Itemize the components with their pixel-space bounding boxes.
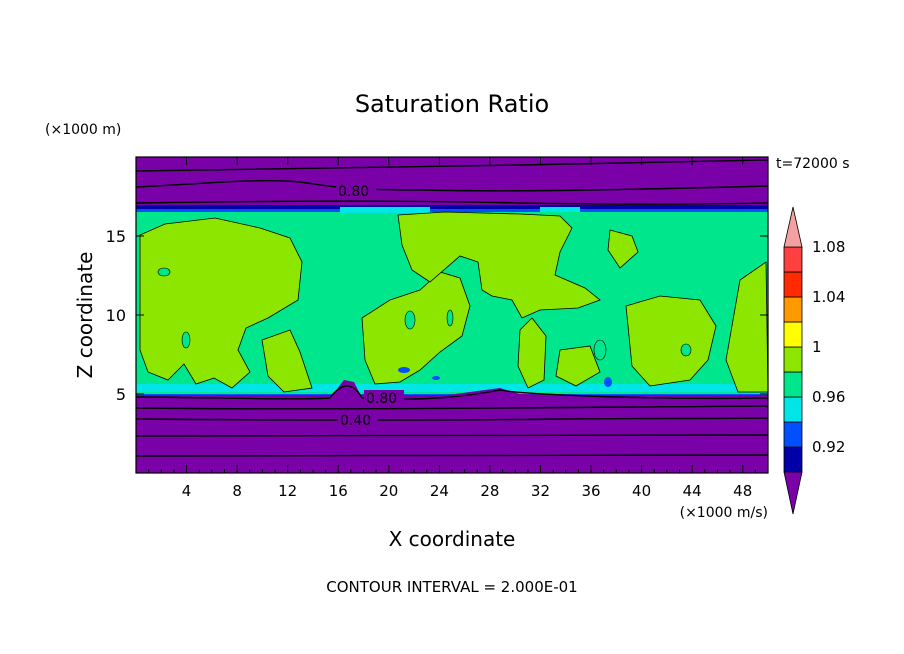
x-axis: 4 8 12 16 20 24 28 32 36 40 44 48 xyxy=(148,157,756,500)
patch-centre-top xyxy=(397,211,601,319)
x-tick-label: 16 xyxy=(329,482,348,500)
colorbar-segment xyxy=(783,346,803,373)
x-tick-label: 24 xyxy=(430,482,449,500)
colorbar-label: 1.04 xyxy=(812,288,845,306)
y-axis-label: Z coordinate xyxy=(73,252,97,379)
colorbar-segment xyxy=(783,296,803,323)
hole-1 xyxy=(157,267,171,277)
contour-label-2: 0.80 xyxy=(366,391,397,407)
contour-label-1: 0.80 xyxy=(338,184,369,200)
colorbar-segment xyxy=(783,321,803,348)
colorbar-label: 1.08 xyxy=(812,238,845,256)
contour-lower-040 xyxy=(136,417,768,421)
hole-3 xyxy=(404,310,416,330)
colorbar-segment xyxy=(783,446,803,473)
patch-left-2 xyxy=(261,329,313,393)
colorbar-segment xyxy=(783,271,803,298)
x-tick-label: 44 xyxy=(683,482,702,500)
contour-lower-3 xyxy=(136,454,768,458)
blue-specks xyxy=(398,367,612,387)
x-tick-label: 20 xyxy=(379,482,398,500)
y-tick-label: 5 xyxy=(116,385,126,404)
subsaturated-holes xyxy=(157,267,692,361)
contour-label-bg-2 xyxy=(364,390,404,404)
chart-title: Saturation Ratio xyxy=(355,90,549,118)
x-unit-label: (×1000 m/s) xyxy=(680,505,768,521)
patch-left xyxy=(139,217,303,389)
contour-label-bg-1 xyxy=(336,183,376,197)
colorbar: 1.08 1.04 1 0.96 0.92 xyxy=(783,206,845,515)
patch-right-small xyxy=(607,229,639,269)
contour-label-bg-3 xyxy=(338,412,378,426)
plot-field xyxy=(136,157,768,473)
cloud-top-cyan-2 xyxy=(540,207,580,212)
x-tick-label: 4 xyxy=(182,482,192,500)
y-tick-label: 10 xyxy=(106,306,126,325)
time-label: t=72000 s xyxy=(776,156,850,172)
speck-1 xyxy=(398,367,410,373)
cloud-base-cyan xyxy=(136,384,768,392)
colorbar-label: 1 xyxy=(812,338,822,356)
contour-lower-1 xyxy=(136,405,768,410)
colorbar-label: 0.92 xyxy=(812,438,845,456)
y-tick-label: 15 xyxy=(106,227,126,246)
lower-dry-layer xyxy=(136,380,768,473)
x-tick-label: 40 xyxy=(632,482,651,500)
hole-4 xyxy=(446,309,454,327)
x-tick-label: 8 xyxy=(232,482,242,500)
x-tick-label: 48 xyxy=(733,482,752,500)
x-tick-label: 36 xyxy=(581,482,600,500)
colorbar-segment xyxy=(783,421,803,448)
speck-2 xyxy=(604,377,612,387)
patch-right xyxy=(625,295,717,387)
x-tick-label: 12 xyxy=(278,482,297,500)
hole-6 xyxy=(680,343,692,357)
contour-upper-1 xyxy=(136,159,768,172)
x-tick-label: 32 xyxy=(531,482,550,500)
contour-upper-2 xyxy=(136,200,768,205)
patch-centre-right xyxy=(517,317,547,389)
contour-lower-2 xyxy=(136,434,768,438)
colorbar-bottom-arrow xyxy=(783,471,803,515)
hole-5 xyxy=(593,339,607,361)
y-axis: 5 10 15 xyxy=(106,227,768,404)
patch-right-3 xyxy=(555,345,601,387)
x-tick-label: 28 xyxy=(480,482,499,500)
speck-3 xyxy=(432,376,440,380)
colorbar-segment xyxy=(783,396,803,423)
patch-centre xyxy=(361,271,471,385)
x-axis-label: X coordinate xyxy=(389,527,516,551)
y-unit-label: (×1000 m) xyxy=(45,122,121,138)
colorbar-label: 0.96 xyxy=(812,388,845,406)
contour-label-3: 0.40 xyxy=(340,413,371,429)
patch-far-right xyxy=(725,261,768,393)
colorbar-segment xyxy=(783,246,803,273)
colorbar-top-arrow xyxy=(783,206,803,248)
cloud-top-cyan-1 xyxy=(340,207,430,213)
contour-interval-label: CONTOUR INTERVAL = 2.000E-01 xyxy=(326,578,577,596)
hole-2 xyxy=(181,331,191,349)
colorbar-segment xyxy=(783,371,803,398)
supersaturated-patches xyxy=(139,211,768,393)
